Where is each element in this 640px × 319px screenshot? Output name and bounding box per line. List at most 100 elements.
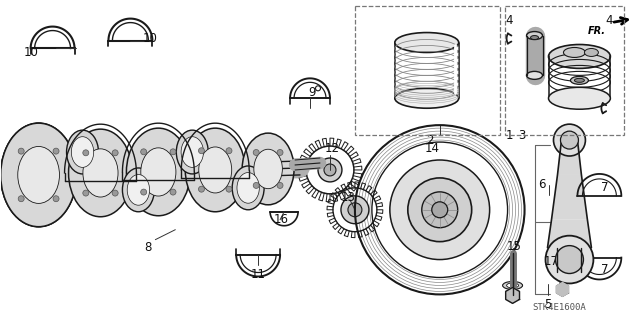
Polygon shape — [78, 148, 117, 182]
Circle shape — [112, 150, 118, 156]
Circle shape — [408, 178, 472, 241]
Circle shape — [422, 192, 458, 228]
Ellipse shape — [548, 45, 611, 68]
Circle shape — [83, 150, 89, 156]
Text: 3: 3 — [518, 129, 525, 142]
Polygon shape — [557, 140, 581, 175]
Text: 7: 7 — [600, 182, 608, 194]
Circle shape — [18, 148, 24, 154]
Polygon shape — [134, 164, 173, 197]
Ellipse shape — [186, 128, 245, 212]
Circle shape — [348, 203, 362, 217]
Ellipse shape — [563, 48, 586, 57]
Circle shape — [432, 202, 448, 218]
Text: 17: 17 — [544, 255, 559, 268]
Text: 10: 10 — [143, 32, 158, 45]
Circle shape — [253, 150, 259, 155]
Polygon shape — [50, 149, 88, 183]
Ellipse shape — [507, 283, 518, 288]
Text: 6: 6 — [538, 178, 545, 191]
Ellipse shape — [71, 137, 93, 167]
Circle shape — [13, 150, 63, 200]
Ellipse shape — [548, 87, 611, 109]
Circle shape — [170, 189, 176, 195]
Text: 5: 5 — [544, 298, 551, 311]
Text: 10: 10 — [23, 46, 38, 59]
Circle shape — [226, 148, 232, 154]
Ellipse shape — [395, 33, 459, 52]
Ellipse shape — [68, 129, 132, 217]
Ellipse shape — [83, 149, 118, 197]
Ellipse shape — [232, 166, 264, 210]
Circle shape — [9, 161, 17, 169]
Circle shape — [198, 186, 204, 192]
Ellipse shape — [141, 148, 176, 196]
Circle shape — [61, 181, 68, 189]
Circle shape — [18, 196, 24, 202]
Circle shape — [83, 190, 89, 196]
Polygon shape — [188, 148, 224, 177]
Ellipse shape — [1, 123, 77, 227]
Ellipse shape — [395, 88, 459, 108]
Ellipse shape — [237, 173, 259, 203]
Ellipse shape — [181, 137, 204, 167]
Ellipse shape — [570, 76, 588, 84]
Text: 9: 9 — [308, 86, 316, 99]
Circle shape — [35, 151, 43, 159]
Circle shape — [53, 196, 59, 202]
Ellipse shape — [122, 168, 154, 212]
Text: 8: 8 — [145, 241, 152, 254]
Circle shape — [390, 160, 490, 260]
Circle shape — [198, 148, 204, 154]
Circle shape — [277, 182, 283, 189]
Ellipse shape — [199, 147, 232, 193]
Ellipse shape — [575, 78, 584, 82]
Circle shape — [318, 158, 342, 182]
Text: 4: 4 — [605, 14, 613, 27]
Ellipse shape — [527, 71, 543, 79]
Circle shape — [554, 124, 586, 156]
Circle shape — [316, 86, 321, 91]
Polygon shape — [216, 164, 250, 194]
Circle shape — [27, 163, 51, 187]
Polygon shape — [547, 220, 591, 248]
Circle shape — [277, 150, 283, 155]
Circle shape — [556, 246, 584, 273]
Circle shape — [35, 191, 43, 199]
Text: FR.: FR. — [588, 26, 605, 36]
Circle shape — [141, 189, 147, 195]
Ellipse shape — [127, 174, 150, 205]
Ellipse shape — [1, 123, 77, 227]
Text: 16: 16 — [273, 213, 289, 226]
Polygon shape — [242, 166, 273, 194]
Polygon shape — [506, 287, 520, 303]
Text: 1: 1 — [506, 129, 513, 142]
Text: 11: 11 — [251, 268, 266, 281]
Ellipse shape — [127, 128, 190, 216]
Ellipse shape — [254, 149, 282, 189]
Polygon shape — [108, 166, 143, 197]
Circle shape — [324, 164, 336, 176]
Ellipse shape — [531, 35, 538, 40]
Circle shape — [170, 149, 176, 155]
Circle shape — [112, 190, 118, 196]
Text: 15: 15 — [507, 240, 522, 253]
Ellipse shape — [527, 32, 543, 40]
Polygon shape — [556, 282, 568, 296]
Circle shape — [253, 182, 259, 189]
Text: 4: 4 — [506, 14, 513, 27]
Text: 13: 13 — [340, 191, 355, 204]
Text: STK4E1600A: STK4E1600A — [532, 303, 586, 312]
Circle shape — [61, 161, 68, 169]
Circle shape — [141, 149, 147, 155]
Polygon shape — [552, 175, 588, 220]
Text: 12: 12 — [324, 142, 339, 154]
Text: 2: 2 — [426, 134, 433, 147]
Text: 7: 7 — [600, 263, 608, 276]
Circle shape — [545, 236, 593, 284]
Ellipse shape — [18, 146, 60, 204]
Circle shape — [53, 148, 59, 154]
Polygon shape — [163, 148, 197, 179]
Text: 14: 14 — [424, 142, 439, 154]
Circle shape — [341, 196, 369, 224]
